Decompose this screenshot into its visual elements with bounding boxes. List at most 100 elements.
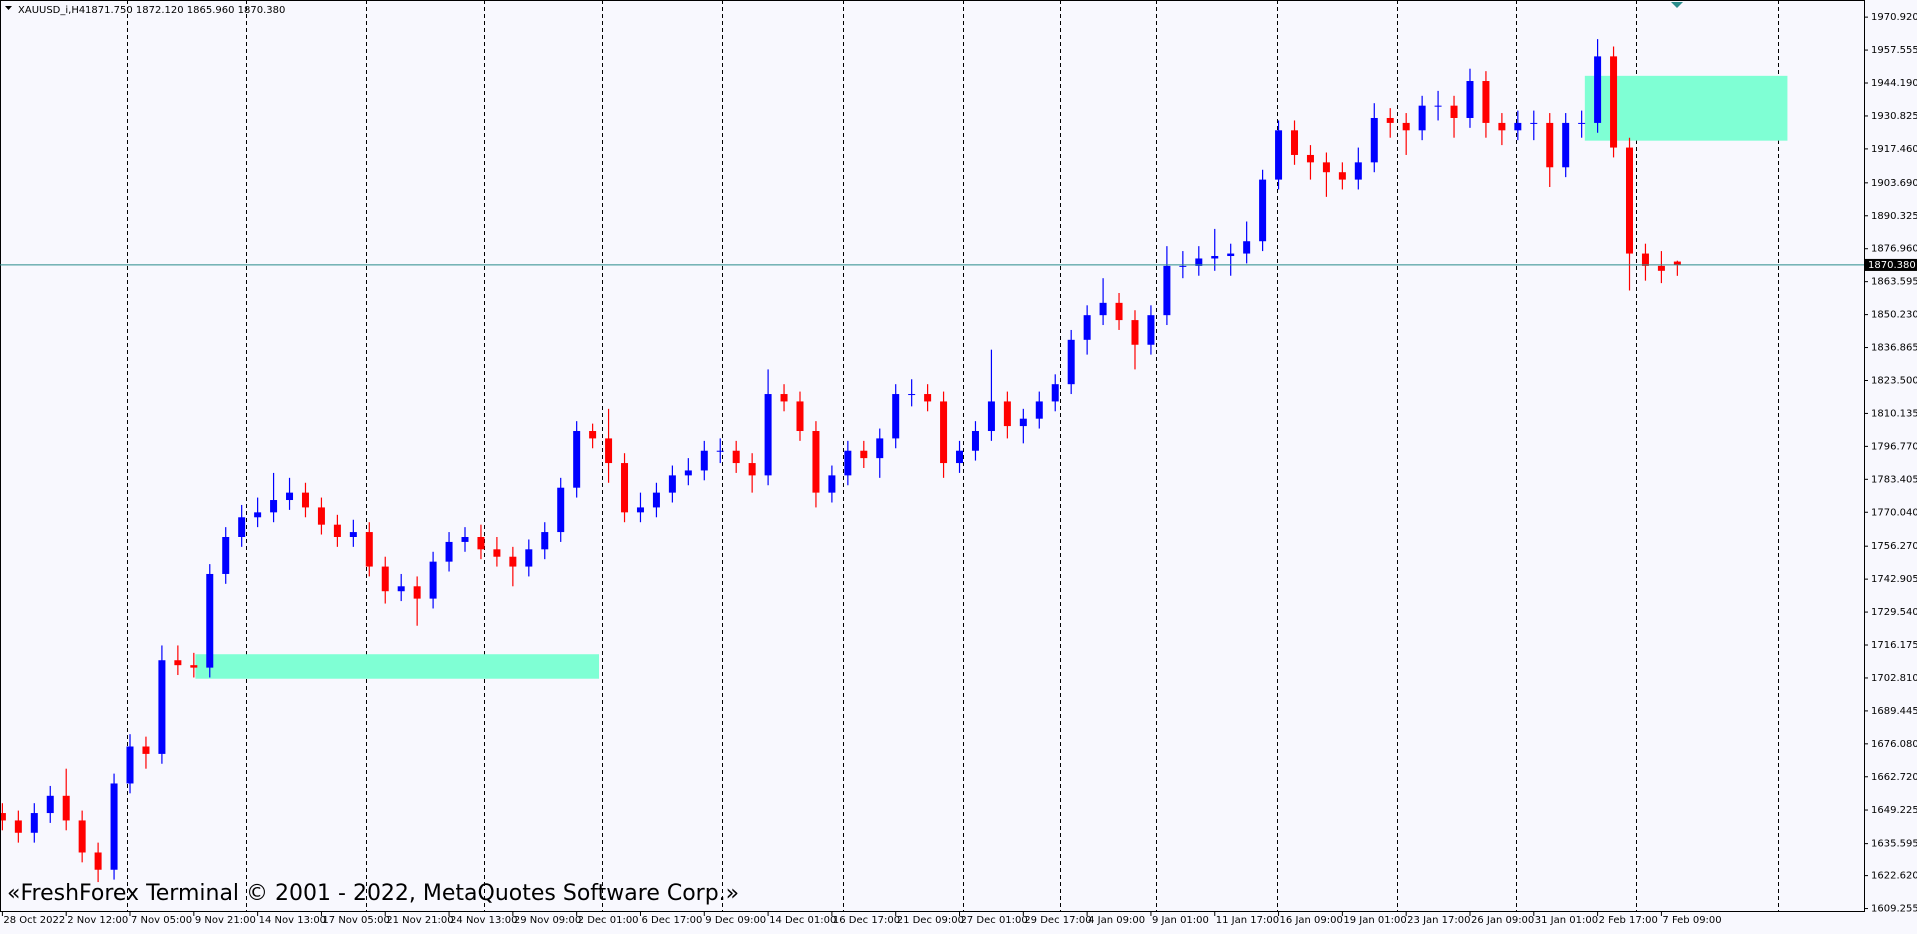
candle-body xyxy=(956,450,964,464)
candle-body xyxy=(1466,81,1474,118)
candle-body xyxy=(828,475,836,493)
x-tick-label: 4 Jan 09:00 xyxy=(1088,915,1145,926)
x-tick-label: 9 Jan 01:00 xyxy=(1152,915,1209,926)
candle-body xyxy=(716,450,724,452)
y-tick-label: 1863.595 xyxy=(1871,277,1917,288)
candle-body xyxy=(286,492,294,501)
candle-body xyxy=(971,431,979,451)
candle-body xyxy=(541,532,549,550)
candle-body xyxy=(174,660,182,666)
quote: 1871.750 1872.120 1865.960 1870.380 xyxy=(85,5,285,16)
x-tick-label: 27 Dec 01:00 xyxy=(961,915,1028,926)
y-tick-label: 1850.230 xyxy=(1871,310,1917,321)
y-tick-label: 1796.770 xyxy=(1871,441,1917,452)
x-tick-label: 7 Nov 05:00 xyxy=(131,915,192,926)
candle-body xyxy=(1051,384,1059,402)
y-tick-label: 1783.405 xyxy=(1871,474,1917,485)
watermark: «FreshForex Terminal © 2001 - 2022, Meta… xyxy=(7,881,739,906)
y-tick-label: 1917.460 xyxy=(1871,144,1917,155)
candle-body xyxy=(1322,162,1330,173)
candle-body xyxy=(1626,147,1634,254)
candle-body xyxy=(668,475,676,493)
candle-body xyxy=(876,438,884,459)
x-tick-label: 16 Dec 17:00 xyxy=(833,915,900,926)
y-tick-label: 1609.255 xyxy=(1871,904,1917,915)
y-tick-label: 1944.190 xyxy=(1871,78,1917,89)
candle-body xyxy=(940,401,948,464)
y-tick-label: 1930.825 xyxy=(1871,111,1917,122)
candle-body xyxy=(812,431,820,493)
candle-body xyxy=(333,524,341,537)
candle-body xyxy=(254,512,262,518)
candle-body xyxy=(62,795,70,821)
y-tick-label: 1622.620 xyxy=(1871,871,1917,882)
candle-body xyxy=(1179,265,1187,267)
candle-body xyxy=(621,463,629,513)
candle-body xyxy=(317,507,325,525)
candle-body xyxy=(1147,315,1155,345)
candle-body xyxy=(1546,122,1554,168)
candle-body xyxy=(589,431,597,439)
candle-body xyxy=(1418,105,1426,131)
candle-body xyxy=(844,450,852,476)
y-tick-label: 1702.810 xyxy=(1871,673,1917,684)
candle-body xyxy=(764,394,772,476)
candle-body xyxy=(1259,179,1267,242)
candle-body xyxy=(142,746,150,754)
candle-body xyxy=(1227,253,1235,257)
candle-body xyxy=(1498,122,1506,131)
x-tick-label: 24 Nov 13:00 xyxy=(450,915,517,926)
candle-body xyxy=(493,549,501,557)
candle-body xyxy=(684,470,692,476)
y-tick-label: 1729.540 xyxy=(1871,607,1917,618)
candle-body xyxy=(1610,56,1618,148)
y-tick-label: 1742.905 xyxy=(1871,574,1917,585)
y-tick-label: 1876.960 xyxy=(1871,244,1917,255)
y-tick-label: 1635.595 xyxy=(1871,839,1917,850)
x-tick-label: 29 Dec 17:00 xyxy=(1024,915,1091,926)
candle-body xyxy=(0,813,6,821)
candle-body xyxy=(780,394,788,402)
candle-body xyxy=(477,536,485,550)
candle-body xyxy=(1306,154,1314,163)
x-tick-label: 9 Dec 09:00 xyxy=(705,915,766,926)
candle-body xyxy=(1514,122,1522,131)
y-tick-label: 1676.080 xyxy=(1871,739,1917,750)
candle-body xyxy=(1641,253,1649,266)
candle-body xyxy=(222,536,230,574)
candle-body xyxy=(1578,122,1586,124)
candle-body xyxy=(397,586,405,592)
candle-body xyxy=(1402,122,1410,131)
candle-body xyxy=(1003,401,1011,427)
candle-body xyxy=(1163,265,1171,316)
candle-body xyxy=(110,783,118,870)
marker xyxy=(1671,2,1683,8)
x-tick-label: 17 Nov 05:00 xyxy=(322,915,389,926)
x-tick-label: 14 Nov 13:00 xyxy=(259,915,326,926)
candle-body xyxy=(748,463,756,476)
y-tick-label: 1649.225 xyxy=(1871,805,1917,816)
candle-body xyxy=(700,450,708,471)
candle-body xyxy=(1386,117,1394,123)
candle-body xyxy=(509,556,517,567)
y-tick-label: 1756.270 xyxy=(1871,541,1917,552)
candle-body xyxy=(636,507,644,513)
x-tick-label: 16 Jan 09:00 xyxy=(1280,915,1343,926)
candle-body xyxy=(732,450,740,464)
y-tick-label: 1770.040 xyxy=(1871,507,1917,518)
candle-body xyxy=(126,746,134,784)
candle-body xyxy=(301,492,309,508)
candle-body xyxy=(190,665,198,668)
menu-arrow xyxy=(5,6,12,10)
candle-body xyxy=(1211,256,1219,259)
x-tick-label: 26 Jan 09:00 xyxy=(1471,915,1534,926)
y-tick-label: 1810.135 xyxy=(1871,408,1917,419)
x-tick-label: 28 Oct 2022 xyxy=(3,915,65,926)
candle-body xyxy=(1338,172,1346,180)
y-tick-label: 1957.555 xyxy=(1871,45,1917,56)
y-tick-label: 1903.690 xyxy=(1871,178,1917,189)
candle-body xyxy=(365,532,373,567)
x-tick-label: 21 Nov 21:00 xyxy=(386,915,453,926)
candle-body xyxy=(1434,105,1442,107)
